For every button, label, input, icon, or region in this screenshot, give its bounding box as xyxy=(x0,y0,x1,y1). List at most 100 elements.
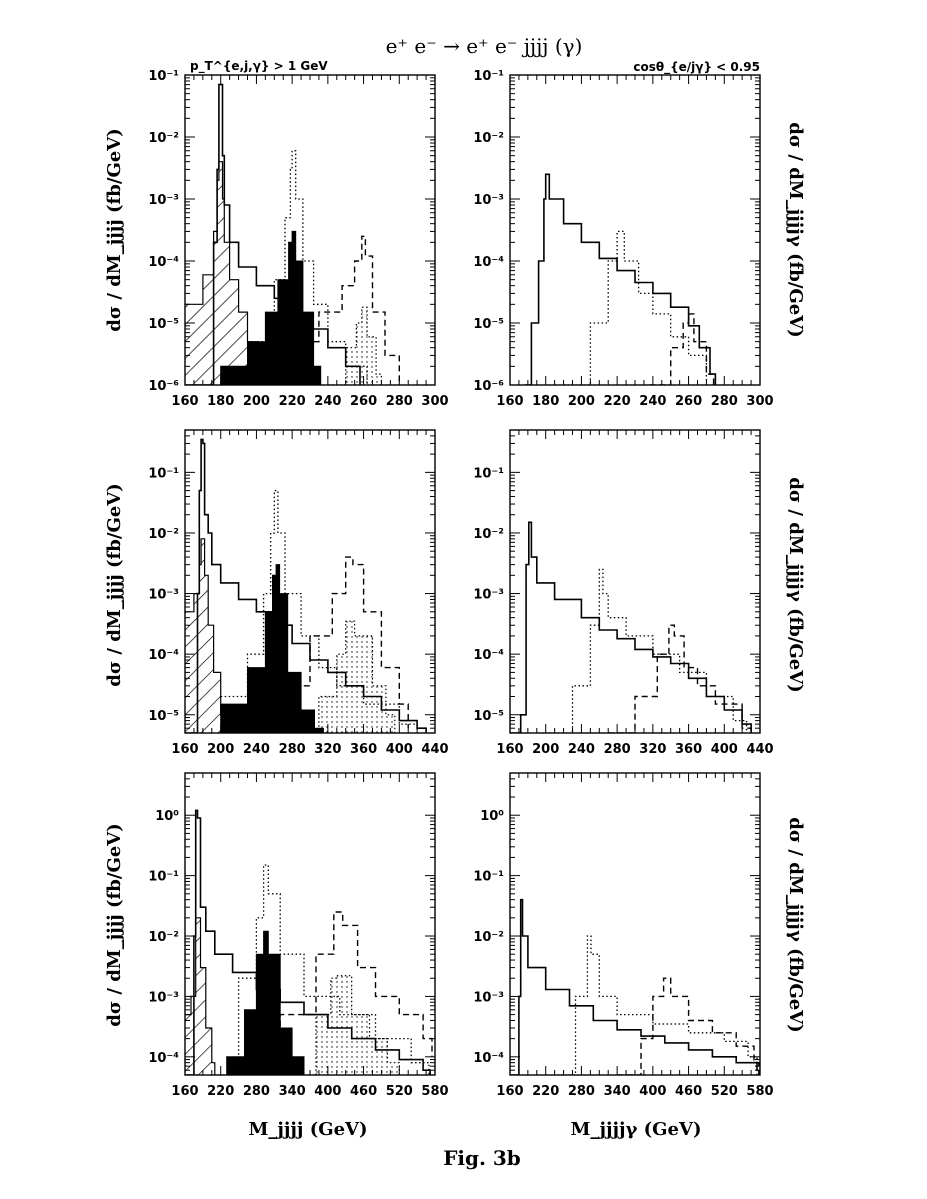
x-tick-label: 240 xyxy=(243,742,270,757)
x-tick-label: 280 xyxy=(386,394,413,409)
x-tick-label: 160 xyxy=(171,394,198,409)
y-tick-label: 10⁰ xyxy=(155,809,179,824)
y-tick-label: 10⁻² xyxy=(473,930,504,945)
y-tick-label: 10⁻³ xyxy=(148,990,179,1005)
plot-frame xyxy=(184,429,436,734)
series-solid xyxy=(510,898,758,1075)
x-axis-label-left: M_jjjj (GeV) xyxy=(248,1119,367,1140)
panel-row1-right: 160 180 200 220 240 260 280 300 10⁻⁶ 10⁻⁵ 10⁻⁴ 10⁻³… xyxy=(473,69,773,409)
y-tick-label: 10⁻⁶ xyxy=(473,379,504,394)
x-tick-label: 440 xyxy=(746,742,773,757)
y-tick-label: 10⁻² xyxy=(148,527,179,542)
plot-area xyxy=(185,83,400,385)
panel-row1-left: 160 180 200 220 240 260 280 300 10⁻⁶ 10⁻⁵ 10⁻⁴ 10⁻³… xyxy=(148,69,448,409)
x-tick-label: 160 xyxy=(496,742,523,757)
y-tick-label: 10⁻⁴ xyxy=(148,255,179,270)
series-dotted xyxy=(545,568,748,733)
x-tick-label: 280 xyxy=(243,1084,270,1099)
x-tick-label: 320 xyxy=(314,742,341,757)
series-filled-fill xyxy=(202,931,304,1075)
y-tick-label: 10⁻¹ xyxy=(148,466,179,481)
series-dotted xyxy=(214,864,430,1075)
x-tick-label: 460 xyxy=(350,1084,377,1099)
series-dotted-shaded-fill xyxy=(327,307,382,385)
x-tick-label: 580 xyxy=(746,1084,773,1099)
cut-right-label: cosθ_{e/jγ} < 0.95 xyxy=(633,60,760,75)
series-dashed xyxy=(267,235,400,385)
series-dotted-shaded-fill xyxy=(292,975,400,1075)
series-dotted xyxy=(220,150,368,385)
y-tick-label: 10⁻¹ xyxy=(473,69,504,84)
y-tick-label: 10⁻⁵ xyxy=(473,317,504,332)
y-axis-label-right-2: dσ / dM_jjjjγ (fb/GeV) xyxy=(785,477,806,692)
x-tick-label: 220 xyxy=(532,1084,559,1099)
x-tick-label: 320 xyxy=(639,742,666,757)
x-tick-label: 220 xyxy=(279,394,306,409)
x-axis-label-right: M_jjjjγ (GeV) xyxy=(571,1119,702,1140)
series-hatched-fill xyxy=(185,538,227,733)
series-filled-fill xyxy=(185,564,324,733)
y-tick-label: 10⁻⁵ xyxy=(148,709,179,724)
x-tick-label: 520 xyxy=(386,1084,413,1099)
x-tick-label: 240 xyxy=(639,394,666,409)
y-tick-label: 10⁻⁴ xyxy=(473,255,504,270)
y-tick-label: 10⁻⁶ xyxy=(148,379,179,394)
series-solid xyxy=(524,173,717,385)
x-tick-label: 340 xyxy=(279,1084,306,1099)
plot-area xyxy=(185,809,433,1075)
x-tick-label: 300 xyxy=(421,394,448,409)
series-solid xyxy=(185,83,361,385)
x-tick-label: 220 xyxy=(604,394,631,409)
y-tick-label: 10⁻¹ xyxy=(473,466,504,481)
x-tick-label: 440 xyxy=(421,742,448,757)
y-tick-label: 10⁻³ xyxy=(148,588,179,603)
y-tick-label: 10⁻¹ xyxy=(473,870,504,885)
y-tick-label: 10⁻¹ xyxy=(148,69,179,84)
panel-row3-left: 160 220 280 340 400 460 520 580 10⁻⁴ 10⁻³ 10⁻² 10⁻¹… xyxy=(148,772,449,1099)
x-tick-label: 260 xyxy=(350,394,377,409)
series-dashed xyxy=(238,911,433,1075)
x-tick-label: 580 xyxy=(421,1084,448,1099)
y-tick-label: 10⁻⁵ xyxy=(473,709,504,724)
plot-frame xyxy=(509,429,761,734)
x-tick-label: 300 xyxy=(746,394,773,409)
x-tick-label: 180 xyxy=(207,394,234,409)
x-tick-label: 200 xyxy=(207,742,234,757)
x-tick-label: 400 xyxy=(386,742,413,757)
series-dotted xyxy=(557,935,758,1075)
y-tick-label: 10⁻⁴ xyxy=(148,1051,179,1066)
series-solid xyxy=(185,809,431,1075)
y-tick-label: 10⁻¹ xyxy=(148,870,179,885)
series-dotted-shaded xyxy=(301,620,396,733)
series-dotted-shaded xyxy=(327,306,382,385)
plot-area xyxy=(510,898,760,1075)
x-tick-label: 200 xyxy=(568,394,595,409)
x-tick-label: 400 xyxy=(711,742,738,757)
y-tick-label: 10⁻⁴ xyxy=(473,1051,504,1066)
y-tick-label: 10⁻² xyxy=(148,131,179,146)
x-tick-label: 280 xyxy=(711,394,738,409)
plot-frame xyxy=(509,74,761,386)
y-tick-label: 10⁻⁴ xyxy=(473,648,504,663)
x-tick-label: 180 xyxy=(532,394,559,409)
series-filled xyxy=(185,564,324,733)
series-solid xyxy=(185,438,427,733)
y-tick-label: 10⁻³ xyxy=(473,193,504,208)
y-axis-label-left-3: dσ / dM_jjjj (fb/GeV) xyxy=(104,823,125,1027)
x-tick-label: 160 xyxy=(496,1084,523,1099)
series-filled xyxy=(202,930,305,1075)
x-tick-label: 400 xyxy=(314,1084,341,1099)
y-tick-label: 10⁻² xyxy=(148,930,179,945)
series-hatched-fill xyxy=(185,161,266,385)
y-tick-label: 10⁻⁴ xyxy=(148,648,179,663)
x-tick-label: 340 xyxy=(604,1084,631,1099)
x-tick-label: 160 xyxy=(171,1084,198,1099)
y-tick-label: 10⁻³ xyxy=(473,588,504,603)
x-tick-label: 240 xyxy=(568,742,595,757)
y-axis-label-right-1: dσ / dM_jjjjγ (fb/GeV) xyxy=(785,122,806,337)
series-dashed xyxy=(649,313,715,385)
series-dotted xyxy=(220,489,418,733)
x-tick-label: 460 xyxy=(675,1084,702,1099)
x-tick-label: 280 xyxy=(279,742,306,757)
